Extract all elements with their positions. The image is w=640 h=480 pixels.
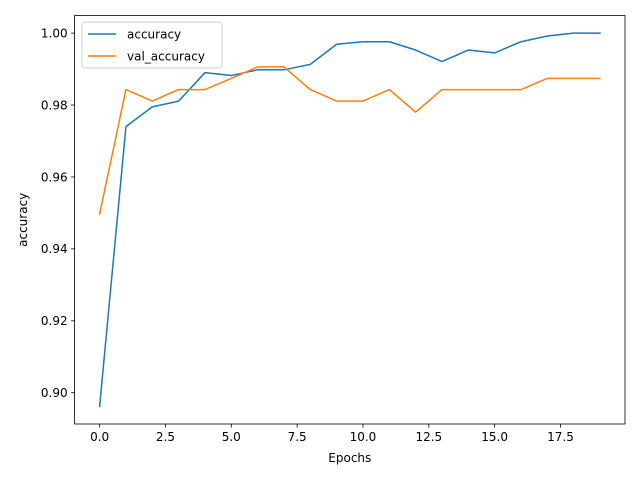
y-tick-label: 0.92 (41, 314, 68, 328)
x-tick-label: 17.5 (547, 430, 574, 444)
y-tick-label: 0.94 (41, 242, 68, 256)
legend-label-accuracy: accuracy (127, 28, 181, 42)
legend: accuracy val_accuracy (82, 22, 222, 68)
x-tick-label: 12.5 (415, 430, 442, 444)
x-tick-label: 7.5 (288, 430, 307, 444)
y-tick-label: 0.98 (41, 98, 68, 112)
x-tick-label: 5.0 (222, 430, 241, 444)
y-tick-label: 1.00 (41, 26, 68, 40)
legend-label-val-accuracy: val_accuracy (127, 50, 205, 64)
x-tick-label: 15.0 (481, 430, 508, 444)
x-axis-label: Epochs (328, 451, 371, 465)
y-tick-label: 0.90 (41, 386, 68, 400)
x-tick-label: 10.0 (350, 430, 377, 444)
x-tick-label: 0.0 (90, 430, 109, 444)
y-tick-label: 0.96 (41, 170, 68, 184)
y-axis-label: accuracy (16, 193, 30, 247)
x-tick-label: 2.5 (156, 430, 175, 444)
